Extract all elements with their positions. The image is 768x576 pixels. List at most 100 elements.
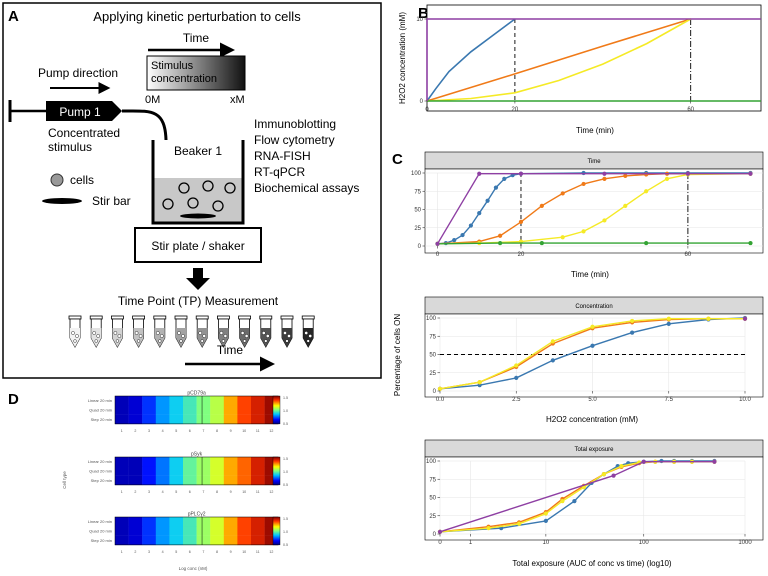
heatmap-col-label: 1 <box>121 490 123 494</box>
data-point <box>437 529 443 534</box>
heatmap-cell <box>155 535 170 546</box>
strip-total-exposure-label: Total exposure <box>574 447 614 453</box>
stir-bar-legend-label: Stir bar <box>92 194 131 208</box>
stimulus-gradient-box <box>146 55 246 91</box>
heatmap-cell <box>183 405 197 415</box>
tube-cell <box>138 334 143 338</box>
heatmap-cell <box>115 526 129 536</box>
heatmap-cell <box>237 535 252 546</box>
tube-cell <box>181 334 185 338</box>
tube-cell <box>285 339 289 343</box>
heatmap-cell <box>196 526 211 536</box>
heatmap-cell <box>142 414 156 425</box>
cells-legend-label: cells <box>70 173 94 187</box>
heatmap-row-label: Quad 20 min <box>89 528 112 533</box>
colorbar-tick-label: 1.0 <box>283 409 288 413</box>
heatmap-cell <box>128 414 143 425</box>
x-tick-label: 60 <box>687 107 694 113</box>
x-tick-label: 0 <box>436 252 440 258</box>
x-tick-label: 20 <box>512 107 519 113</box>
y-tick-label: 0 <box>433 532 437 538</box>
tube-cell <box>244 334 249 338</box>
heatmap-title: pPLCγ2 <box>188 512 206 518</box>
heatmap-cell <box>251 405 265 415</box>
heatmap-col-label: 10 <box>242 550 246 554</box>
tube-cell <box>92 331 96 335</box>
data-point <box>619 464 624 469</box>
data-point <box>630 318 635 324</box>
heatmap-cell <box>223 466 238 476</box>
y-tick-label: 100 <box>426 459 437 465</box>
heatmap-cell <box>210 517 224 527</box>
data-point <box>630 330 635 335</box>
heatmap-cell <box>196 405 211 415</box>
heatmap-row-label: Step 20 min <box>91 417 112 422</box>
tube-cell <box>264 339 268 343</box>
heatmap-col-label: 4 <box>162 550 164 554</box>
heatmap-cell <box>155 466 170 476</box>
stir-bar-legend-icon <box>42 198 82 204</box>
heatmap-col-label: 4 <box>162 429 164 433</box>
data-point <box>666 316 671 321</box>
tube-cap <box>89 315 103 320</box>
heatmap-colorbar <box>272 456 281 486</box>
heatmap-col-label: 5 <box>175 550 177 554</box>
heatmap-cell <box>223 457 238 467</box>
heatmap-cell <box>223 535 238 546</box>
colorbar-tick-label: 1.5 <box>283 517 288 521</box>
heatmap-col-label: 4 <box>162 490 164 494</box>
y-tick-label: 0 <box>420 99 424 105</box>
heatmap-col-label: 1 <box>121 429 123 433</box>
series-line <box>436 172 751 245</box>
pump-direction-label: Pump direction <box>38 66 118 80</box>
tube-cell <box>202 334 206 338</box>
plot-total-exposure-area <box>424 456 764 541</box>
colorbar-tick-label: 1.0 <box>283 470 288 474</box>
cell-5 <box>187 197 199 209</box>
tube-cell <box>261 331 266 335</box>
heatmap-cell <box>155 475 170 486</box>
cell-1 <box>178 182 190 194</box>
beaker-outline <box>151 140 245 225</box>
heatmap-cell <box>128 457 143 467</box>
heatmap-col-label: 2 <box>134 490 136 494</box>
y-tick-label: 50 <box>414 208 421 214</box>
heatmap-cell <box>251 535 265 546</box>
data-point <box>572 499 577 504</box>
heatmap-col-label: 2 <box>134 550 136 554</box>
heatmap-cell <box>264 526 279 536</box>
data-point <box>477 383 482 388</box>
heatmap-cell <box>169 475 184 486</box>
heatmap-cell <box>128 466 143 476</box>
tube-cap <box>174 315 188 320</box>
y-tick-label: 50 <box>429 353 436 359</box>
data-point <box>602 171 607 176</box>
tube-cell <box>200 339 204 343</box>
heatmap-cell <box>169 405 184 415</box>
heatmap-row-label: Linear 20 min <box>88 459 112 464</box>
y-tick-label: 25 <box>429 371 436 377</box>
x-tick-label: 10 <box>543 540 550 546</box>
heatmap-col-label: 9 <box>230 429 232 433</box>
panel-d-letter: D <box>8 391 19 408</box>
plot-concentration-chart: 0.0 2.5 5.0 7.5 10.0 0 25 50 75 100 <box>426 315 751 403</box>
tube-cap <box>195 315 209 320</box>
heatmap-col-label: 10 <box>242 429 246 433</box>
data-point <box>543 518 548 523</box>
tube-cell <box>243 339 247 343</box>
data-point <box>452 238 457 243</box>
data-point <box>477 171 482 176</box>
heatmap-col-label: 8 <box>216 490 218 494</box>
cells-legend-icon <box>50 173 64 187</box>
heatmap-cell <box>210 414 224 425</box>
heatmap-cell <box>155 526 170 536</box>
heatmap-cell <box>264 535 279 546</box>
heatmap-col-label: 12 <box>269 429 273 433</box>
assay-item: RT-qPCR <box>254 165 305 179</box>
gradient-zero-label: 0M <box>145 94 160 106</box>
data-point <box>611 473 616 478</box>
heatmap-col-label: 1 <box>121 550 123 554</box>
heatmap-cell <box>169 535 184 546</box>
tube-cell <box>137 339 141 343</box>
